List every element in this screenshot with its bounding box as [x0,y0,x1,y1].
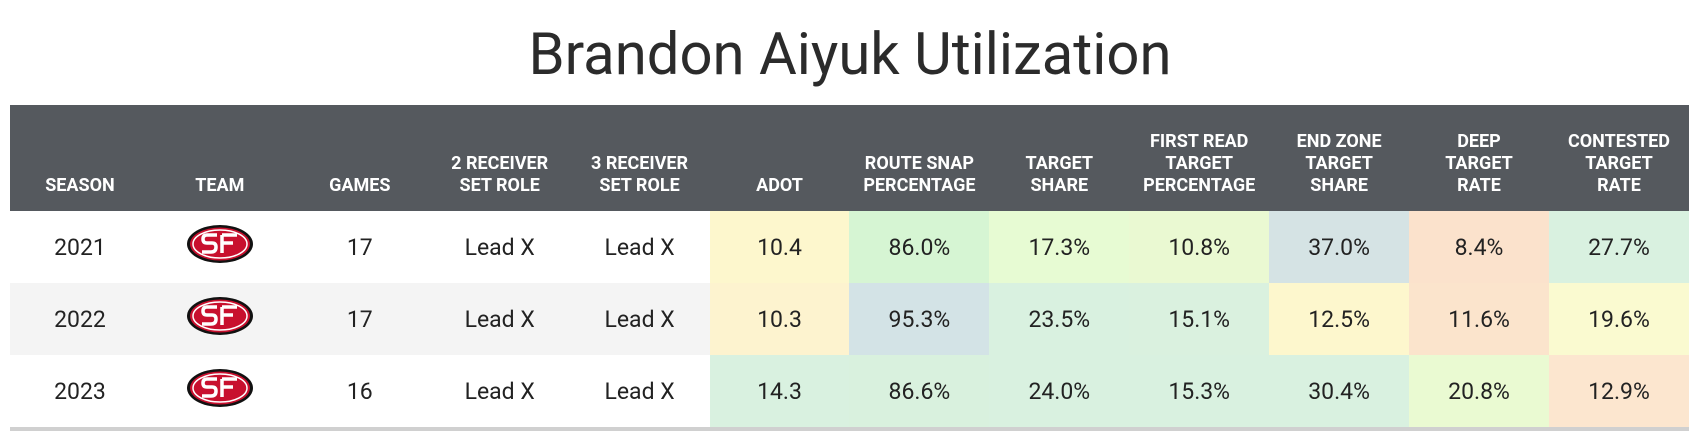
table-cell: 11.6% [1409,283,1549,355]
header-row: SEASON TEAM GAMES 2 RECEIVER SET ROLE 3 RECE… [10,105,1689,211]
team-logo [186,369,253,407]
table-cell: 12.5% [1269,283,1410,355]
column-header: CONTESTED TARGET RATE [1548,105,1689,211]
table-cell: 2022 [10,283,150,355]
column-header: ADOT [709,105,850,211]
table-cell: 10.4 [709,211,850,283]
table-row: 2023 16 Lead X Lead X 14.3 86.6% 24.0% 15.3% 30… [10,355,1689,429]
table-row: 2022 17 Lead X Lead X 10.3 95.3% 23.5% 15.1% 12… [10,283,1689,355]
table-cell: Lead X [604,233,675,261]
table-row: 2021 17 Lead X Lead X 10.4 86.0% 17.3% 10.8% 37… [10,211,1689,283]
table-cell: 15.3% [1129,355,1270,429]
column-header: 2 RECEIVER SET ROLE [429,105,570,211]
table-cell: 16 [346,377,373,405]
table-cell: 95.3% [849,283,990,355]
table-cell: 14.3 [709,355,850,429]
table-cell: 10.3 [709,283,850,355]
title: Brandon Aiyuk Utilization [528,21,1172,89]
team-logo [186,225,253,263]
logo-cell [149,283,290,355]
column-header: 3 RECEIVER SET ROLE [569,105,710,211]
column-header: TARGET SHARE [989,105,1130,211]
table-cell: Lead X [569,283,710,355]
table-cell: 17 [289,283,430,355]
table-cell: Lead X [604,377,675,405]
table-cell: 2021 [54,233,106,261]
table-cell: Lead X [464,233,535,261]
table-cell: 27.7% [1548,211,1689,283]
table-cell: 15.1% [1129,283,1270,355]
table-cell: 17 [346,233,373,261]
table-cell: 12.9% [1548,355,1689,429]
table-cell: 2023 [54,377,106,405]
table-cell: 37.0% [1269,211,1410,283]
table-cell: 86.0% [849,211,990,283]
column-header: ROUTE SNAP PERCENTAGE [849,105,990,211]
table-cell: 30.4% [1269,355,1410,429]
table-cell: 23.5% [989,283,1130,355]
table-cell: 19.6% [1548,283,1689,355]
column-header: SEASON [10,105,150,211]
column-header: FIRST READ TARGET PERCENTAGE [1129,105,1270,211]
logo-cell [150,211,290,283]
column-header: DEEP TARGET RATE [1409,105,1549,211]
table-cell: 20.8% [1409,355,1549,429]
table-cell: 17.3% [989,211,1130,283]
utilization-table: SEASON TEAM GAMES 2 RECEIVER SET ROLE 3 RECE… [10,105,1689,431]
table-cell: 86.6% [849,355,990,429]
column-header: TEAM [149,105,290,211]
column-header: GAMES [289,105,430,211]
team-logo [186,297,253,335]
table-cell: Lead X [429,283,570,355]
table-cell: 8.4% [1409,211,1549,283]
table-cell: 24.0% [989,355,1130,429]
table-cell: Lead X [464,377,535,405]
column-header: END ZONE TARGET SHARE [1269,105,1410,211]
logo-cell [150,355,290,429]
table-cell: 10.8% [1129,211,1270,283]
table-body: 2021 17 Lead X Lead X 10.4 86.0% 17.3% 10.8% 37… [10,211,1689,429]
